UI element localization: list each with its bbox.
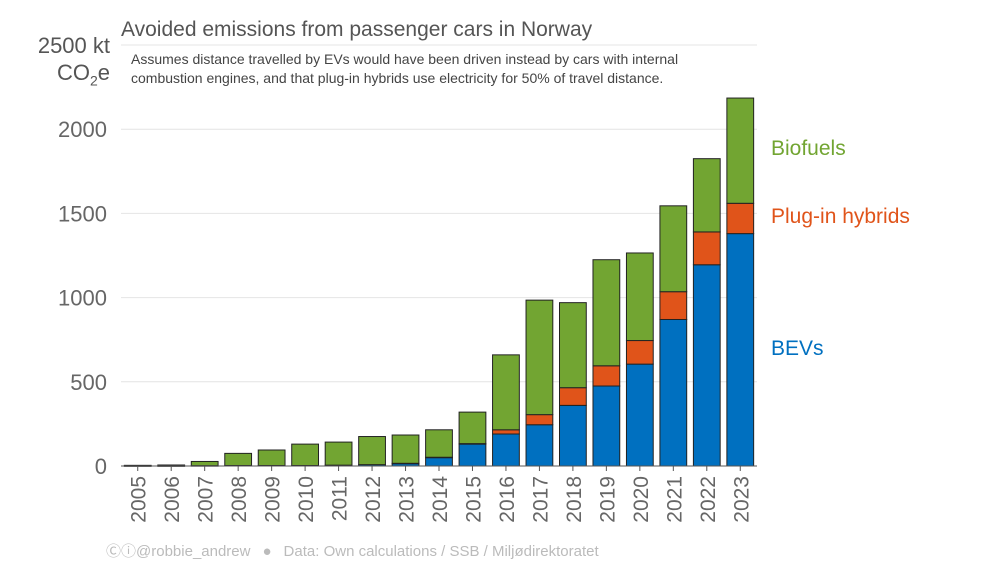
bar-biofuels-2009 [257,449,286,466]
x-tick-label: 2011 [329,476,352,521]
bar-plug-in-hybrids-2022 [692,231,721,266]
bar-biofuels-2018 [559,302,587,389]
bar-bevs-2015 [458,443,487,467]
bar-biofuels-2012 [358,436,386,466]
bar-bevs-2023 [726,233,755,467]
bar-biofuels-2013 [391,434,420,464]
bar-bevs-2022 [692,264,721,467]
bar-biofuels-2010 [291,443,319,466]
bar-biofuels-2021 [659,205,688,293]
x-tick-label: 2017 [529,476,552,523]
x-tick-label: 2018 [563,476,586,523]
bar-bevs-2016 [492,433,520,467]
x-tick-label: 2015 [462,476,485,523]
x-tick-label: 2020 [630,476,653,523]
bar-biofuels-2017 [525,299,554,416]
x-tick-label: 2006 [161,476,184,523]
separator-dot: ● [262,543,272,560]
y-tick-label: 0 [95,454,107,479]
bar-bevs-2017 [525,424,554,467]
y-tick-label: 2000 [58,117,107,142]
bar-biofuels-2016 [492,354,520,431]
bar-biofuels-2020 [625,252,654,342]
bar-bevs-2020 [625,363,654,467]
x-tick-label: 2022 [697,476,720,523]
y-tick-label: 1000 [58,286,107,311]
chart-title: Avoided emissions from passenger cars in… [121,18,593,41]
bar-biofuels-2019 [592,259,621,367]
bar-plug-in-hybrids-2020 [625,340,654,365]
y-axis-unit: CO2e [56,60,110,89]
y-tick-label: 1500 [58,201,107,226]
data-source: Data: Own calculations / SSB / Miljødire… [283,543,599,560]
y-axis-max-value: 2500 kt [37,33,110,58]
cc-by-icon: Ⓒⓘ [106,543,137,560]
bar-plug-in-hybrids-2019 [592,365,621,387]
bar-plug-in-hybrids-2021 [659,291,688,320]
bar-biofuels-2023 [726,97,755,204]
bar-plug-in-hybrids-2018 [559,387,587,406]
x-tick-label: 2019 [596,476,619,523]
bar-biofuels-2015 [458,411,487,445]
y-axis-unit-label: 2500 kt CO2e [20,32,110,94]
legend-biofuels: Biofuels [771,137,846,160]
bar-biofuels-2011 [324,441,353,466]
bar-bevs-2021 [659,318,688,467]
bar-biofuels-2008 [224,452,253,466]
chart-subtitle: Assumes distance travelled by EVs would … [131,51,679,86]
bar-plug-in-hybrids-2016 [492,429,520,435]
bar-bevs-2014 [425,457,453,467]
x-tick-label: 2016 [496,476,519,523]
footer-credit: Ⓒⓘ@robbie_andrew ● Data: Own calculations … [106,540,599,561]
bar-biofuels-2022 [692,158,721,233]
author-handle: @robbie_andrew [136,543,251,560]
x-tick-label: 2021 [663,476,686,523]
bar-bevs-2019 [592,385,621,467]
x-tick-label: 2014 [429,476,452,523]
bar-biofuels-2007 [190,460,219,467]
x-tick-label: 2009 [262,476,285,523]
x-tick-label: 2023 [730,476,753,523]
x-tick-label: 2013 [396,476,419,523]
x-tick-label: 2012 [362,476,385,523]
x-tick-label: 2005 [128,476,151,523]
x-tick-label: 2010 [295,476,318,523]
x-tick-label: 2007 [195,476,218,523]
bar-biofuels-2014 [425,429,453,458]
bar-bevs-2018 [559,404,587,467]
bar-plug-in-hybrids-2023 [726,202,755,235]
legend-plug-in-hybrids: Plug-in hybrids [771,205,910,228]
bar-plug-in-hybrids-2017 [525,414,554,426]
y-tick-label: 500 [70,370,107,395]
legend-bevs: BEVs [771,337,824,360]
x-tick-label: 2008 [228,476,251,523]
